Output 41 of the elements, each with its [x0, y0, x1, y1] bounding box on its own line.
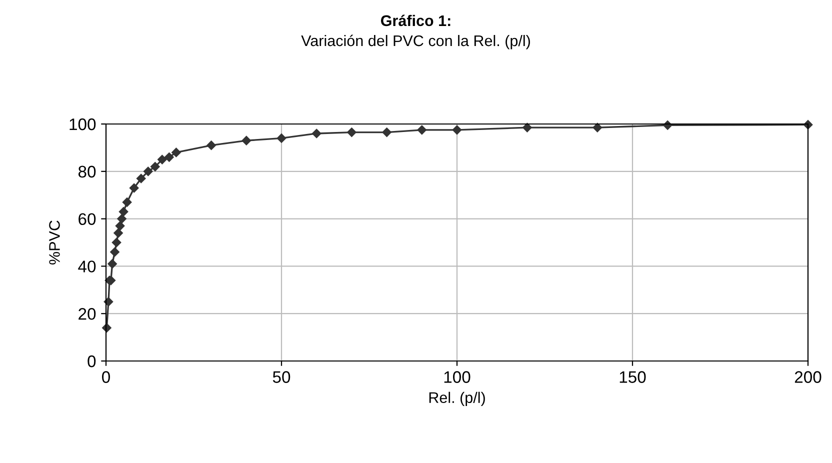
point — [522, 122, 532, 132]
point — [206, 140, 216, 150]
point — [164, 152, 174, 162]
x-tick-label: 0 — [102, 371, 110, 383]
point — [129, 183, 139, 193]
point — [158, 154, 167, 164]
x-tick-label: 200 — [794, 371, 822, 383]
point — [118, 207, 128, 216]
point — [143, 166, 153, 176]
chart-subtitle: Variación del PVC con la Rel. (p/l) — [301, 34, 530, 50]
point — [104, 297, 114, 306]
point — [136, 174, 146, 184]
y-tick-label: 40 — [78, 260, 96, 272]
point — [117, 214, 126, 224]
point — [122, 198, 132, 207]
y-axis-title: %PVC — [49, 220, 60, 264]
point — [108, 259, 117, 268]
point — [150, 162, 160, 172]
y-tick-label: 60 — [78, 213, 96, 226]
point — [172, 148, 181, 158]
y-tick-label: 0 — [88, 355, 96, 368]
point — [312, 128, 322, 138]
point — [452, 125, 462, 135]
point — [382, 128, 392, 137]
point — [276, 134, 286, 143]
y-tick-label: 100 — [70, 118, 96, 130]
chart-title: Gráfico 1: — [380, 14, 450, 26]
x-tick-label: 100 — [444, 371, 470, 383]
x-tick-label: 150 — [620, 371, 646, 383]
y-tick-label: 20 — [78, 308, 96, 320]
x-axis-title: Rel. (p/l) — [429, 392, 485, 406]
point — [347, 128, 356, 137]
point — [115, 221, 125, 231]
point — [110, 247, 120, 257]
point — [417, 125, 427, 135]
point — [242, 136, 252, 146]
y-tick-label: 80 — [78, 166, 96, 178]
point — [592, 122, 602, 132]
point — [114, 228, 123, 238]
point — [112, 238, 122, 248]
x-tick-label: 50 — [272, 371, 290, 383]
